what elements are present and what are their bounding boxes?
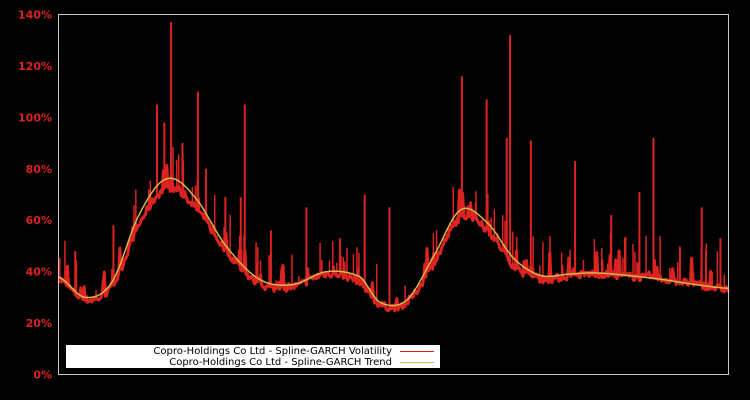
volatility-series-line [57, 164, 730, 313]
y-tick-label: 40% [26, 266, 52, 279]
legend-item-volatility: Copro-Holdings Co Ltd - Spline-GARCH Vol… [153, 346, 440, 357]
legend-item-trend: Copro-Holdings Co Ltd - Spline-GARCH Tre… [169, 357, 440, 368]
legend-label-trend: Copro-Holdings Co Ltd - Spline-GARCH Tre… [169, 357, 392, 368]
y-tick-label: 60% [26, 214, 52, 227]
y-tick-label: 20% [26, 317, 52, 330]
trend-series-line [58, 177, 729, 307]
volatility-spikes [58, 22, 725, 308]
y-tick-label: 120% [18, 60, 52, 73]
y-tick-label: 80% [26, 163, 52, 176]
y-tick-label: 0% [33, 369, 52, 382]
legend-swatch-trend [400, 362, 434, 363]
chart-legend: Copro-Holdings Co Ltd - Spline-GARCH Vol… [66, 345, 440, 368]
legend-label-volatility: Copro-Holdings Co Ltd - Spline-GARCH Vol… [153, 346, 392, 357]
legend-swatch-volatility [400, 351, 434, 352]
plot-area-frame [58, 14, 729, 375]
y-tick-label: 100% [18, 111, 52, 124]
y-axis-ticks: 0% 20% 40% 60% 80% 100% 120% 140% [18, 9, 52, 382]
y-tick-label: 140% [18, 9, 52, 22]
